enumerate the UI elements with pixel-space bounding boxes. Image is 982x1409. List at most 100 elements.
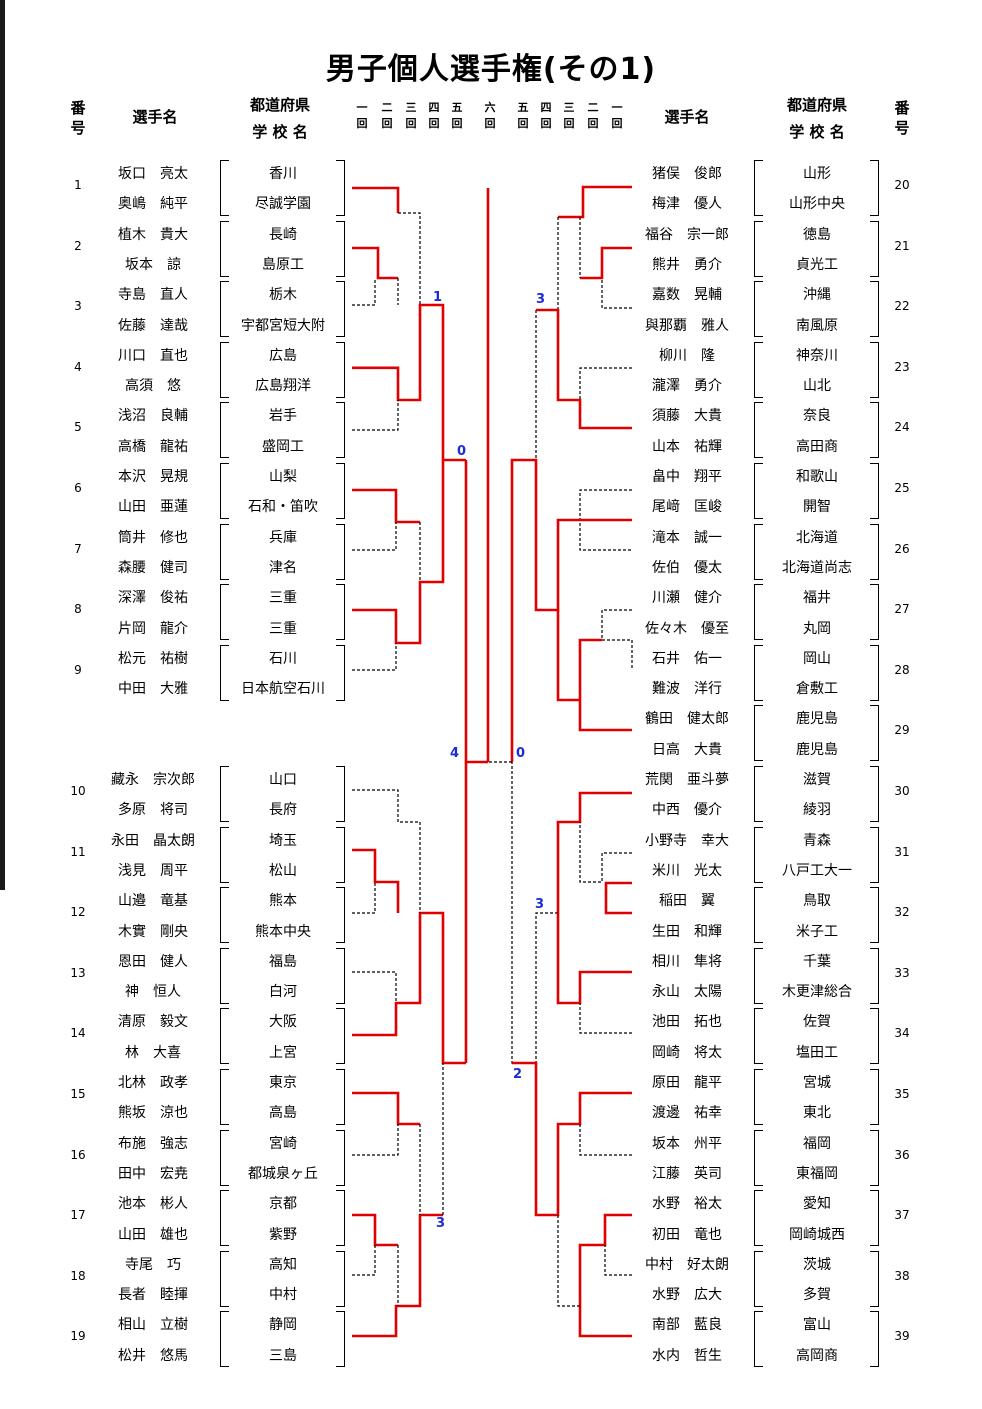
entry-number: 27 — [894, 602, 910, 617]
entry-number: 8 — [74, 602, 82, 617]
school-name: 綾羽 — [803, 802, 831, 819]
player-name: 江藤 英司 — [652, 1165, 722, 1182]
entry-bracket-left — [220, 463, 229, 519]
entry-number: 30 — [894, 784, 910, 798]
player-name: 松元 祐樹 — [118, 650, 188, 667]
prefecture-name: 神奈川 — [796, 347, 838, 364]
player-name: 山邉 竜基 — [118, 893, 188, 910]
entry-bracket-right — [336, 887, 345, 944]
player-name: 中田 大雅 — [118, 681, 188, 698]
school-name: 鹿児島 — [796, 741, 838, 758]
prefecture-name: 徳島 — [803, 226, 831, 243]
entry-bracket-right — [336, 826, 345, 883]
entry-bracket-right — [336, 644, 345, 701]
entry-bracket-left — [220, 1129, 229, 1186]
entry-bracket-right — [870, 1250, 879, 1307]
entry-bracket-right — [870, 766, 879, 822]
entry-number: 36 — [894, 1147, 910, 1162]
player-name: 木實 剛央 — [118, 923, 188, 940]
bracket-line — [352, 1245, 376, 1276]
winner-line — [352, 1091, 420, 1126]
entry-number: 10 — [70, 784, 86, 798]
entry-bracket-right — [870, 220, 879, 277]
bracket-line — [352, 400, 399, 431]
match-score: 1 — [433, 290, 443, 305]
bracket-line — [601, 609, 633, 670]
player-name: 池田 拓也 — [652, 1014, 722, 1031]
player-name: 片岡 龍介 — [118, 620, 188, 637]
prefecture-name: 広島 — [269, 347, 297, 364]
player-name: 梅津 優人 — [652, 196, 722, 213]
winner-line — [464, 460, 488, 764]
prefecture-name: 長崎 — [269, 226, 297, 243]
player-name: 神 恒人 — [125, 984, 181, 1001]
entry-bracket-left — [754, 1311, 763, 1368]
prefecture-name: 千葉 — [803, 953, 831, 970]
entry-bracket-left — [220, 341, 229, 398]
winner-line — [510, 458, 580, 762]
match-score: 0 — [457, 444, 467, 459]
entry-bracket-right — [336, 1129, 345, 1186]
prefecture-name: 香川 — [269, 166, 297, 182]
player-name: 福谷 宗一郎 — [645, 226, 729, 243]
entry-bracket-right — [870, 826, 879, 883]
player-name: 佐藤 達哉 — [118, 317, 188, 334]
entry-number: 12 — [70, 905, 86, 920]
school-name: 八戸工大一 — [782, 862, 852, 879]
prefecture-name: 福井 — [803, 590, 831, 607]
prefecture-name: 東京 — [269, 1075, 297, 1091]
winner-line — [352, 848, 400, 913]
prefecture-name: 埼玉 — [269, 832, 297, 849]
entry-bracket-right — [336, 1069, 345, 1125]
player-name: 滝本 誠一 — [652, 529, 722, 546]
prefecture-name: 富山 — [803, 1317, 831, 1334]
entry-bracket-right — [336, 1190, 345, 1247]
school-name: 高田商 — [796, 438, 838, 455]
entry-number: 37 — [894, 1208, 910, 1223]
entry-bracket-left — [220, 947, 229, 1004]
match-score: 3 — [436, 1216, 446, 1231]
match-score: 0 — [516, 746, 526, 761]
header-pref-left: 都道府県 — [249, 96, 310, 114]
prefecture-name: 京都 — [269, 1196, 297, 1213]
bracket-line — [352, 789, 420, 823]
prefecture-name: 沖縄 — [803, 287, 831, 304]
player-name: 生田 和輝 — [652, 923, 722, 940]
entry-bracket-right — [336, 220, 345, 277]
bracket-line — [557, 1215, 580, 1307]
player-name: 高橋 龍祐 — [118, 438, 188, 455]
prefecture-name: 熊本 — [269, 893, 297, 910]
winner-line — [352, 1213, 398, 1247]
player-name: 山田 雄也 — [118, 1226, 188, 1243]
player-name: 難波 洋行 — [652, 681, 722, 698]
entry-number: 28 — [894, 662, 910, 677]
school-name: 米子工 — [796, 923, 838, 940]
entry-bracket-left — [754, 644, 763, 701]
entry-bracket-left — [754, 1069, 763, 1125]
winner-line — [536, 308, 632, 430]
entry-bracket-left — [754, 341, 763, 398]
entry-bracket-right — [870, 160, 879, 216]
school-name: 多賀 — [803, 1287, 831, 1304]
player-name: 佐々木 優至 — [645, 620, 729, 637]
round-label-final: 六 回 — [484, 101, 496, 130]
prefecture-name: 愛知 — [803, 1196, 831, 1213]
player-name: 猪俣 俊郎 — [652, 166, 722, 182]
prefecture-name: 山口 — [269, 772, 297, 788]
player-name: 畠中 翔平 — [652, 469, 722, 485]
bracket-line — [579, 1003, 632, 1034]
entry-number: 4 — [74, 359, 82, 374]
entry-number: 6 — [74, 481, 82, 495]
prefecture-name: 山梨 — [269, 469, 297, 485]
player-name: 本沢 晃規 — [118, 469, 188, 485]
player-name: 池本 彬人 — [118, 1196, 188, 1213]
prefecture-name: 大阪 — [269, 1014, 297, 1031]
school-name: 高島 — [269, 1105, 297, 1122]
entry-bracket-right — [336, 766, 345, 822]
school-name: 北海道尚志 — [782, 559, 852, 576]
entry-bracket-left — [220, 1311, 229, 1368]
winner-line — [352, 488, 420, 524]
player-name: 荒関 亜斗夢 — [645, 772, 729, 788]
player-name: 寺島 直人 — [118, 287, 188, 304]
bracket-line — [352, 522, 397, 551]
